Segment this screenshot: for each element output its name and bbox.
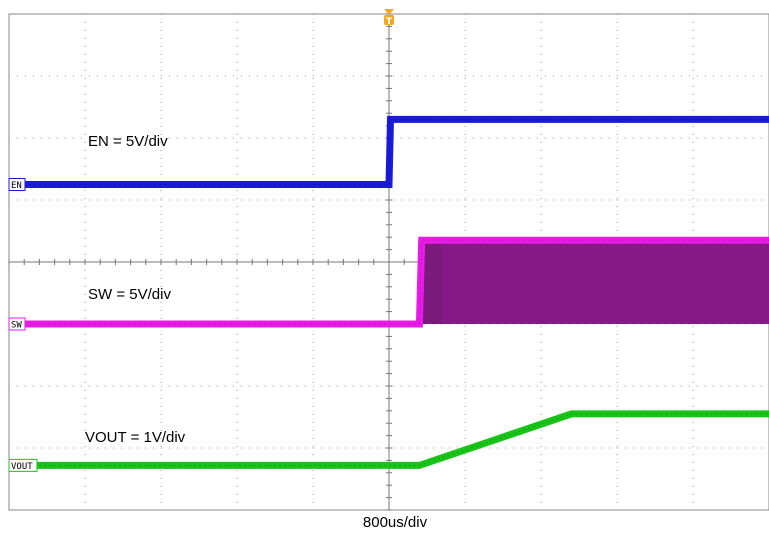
en-trace [9, 115, 769, 188]
trigger-box [384, 15, 394, 25]
traces [9, 115, 769, 469]
channel-tags: EN SW VOUT [8, 178, 38, 472]
sw-tag: SW [11, 321, 22, 331]
vout-scale-label: VOUT = 1V/div [85, 429, 186, 446]
trigger-marker: T [384, 9, 394, 27]
en-trace-noise [9, 118, 769, 185]
vout-trace-noise [9, 413, 769, 466]
en-scale-label: EN = 5V/div [88, 133, 168, 150]
vout-trace [9, 410, 769, 469]
sw-burst-shade [441, 244, 769, 324]
x-axis-label: 800us/div [363, 514, 428, 531]
vout-tag: VOUT [11, 462, 33, 472]
en-tag: EN [11, 181, 22, 191]
sw-trace [9, 236, 769, 328]
trigger-arrow [384, 9, 394, 15]
en-tag-box [8, 178, 26, 191]
sw-scale-label: SW = 5V/div [88, 286, 171, 303]
sw-switching-burst [421, 240, 769, 324]
vout-tag-box [8, 458, 38, 472]
scale-labels: EN = 5V/div SW = 5V/div VOUT = 1V/div [85, 133, 186, 446]
sw-tag-box [8, 317, 26, 331]
sw-trace-noise [9, 239, 769, 325]
trigger-letter: T [386, 17, 393, 27]
